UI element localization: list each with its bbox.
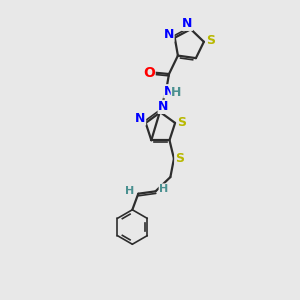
- Text: H: H: [125, 186, 135, 196]
- Text: N: N: [158, 100, 169, 113]
- Text: S: S: [206, 34, 215, 47]
- Text: N: N: [135, 112, 146, 125]
- Text: N: N: [182, 17, 192, 30]
- Text: S: S: [177, 116, 186, 129]
- Text: H: H: [171, 86, 182, 99]
- Text: N: N: [164, 85, 174, 98]
- Text: N: N: [164, 28, 174, 41]
- Text: H: H: [159, 184, 169, 194]
- Text: O: O: [143, 65, 155, 80]
- Text: S: S: [175, 152, 184, 164]
